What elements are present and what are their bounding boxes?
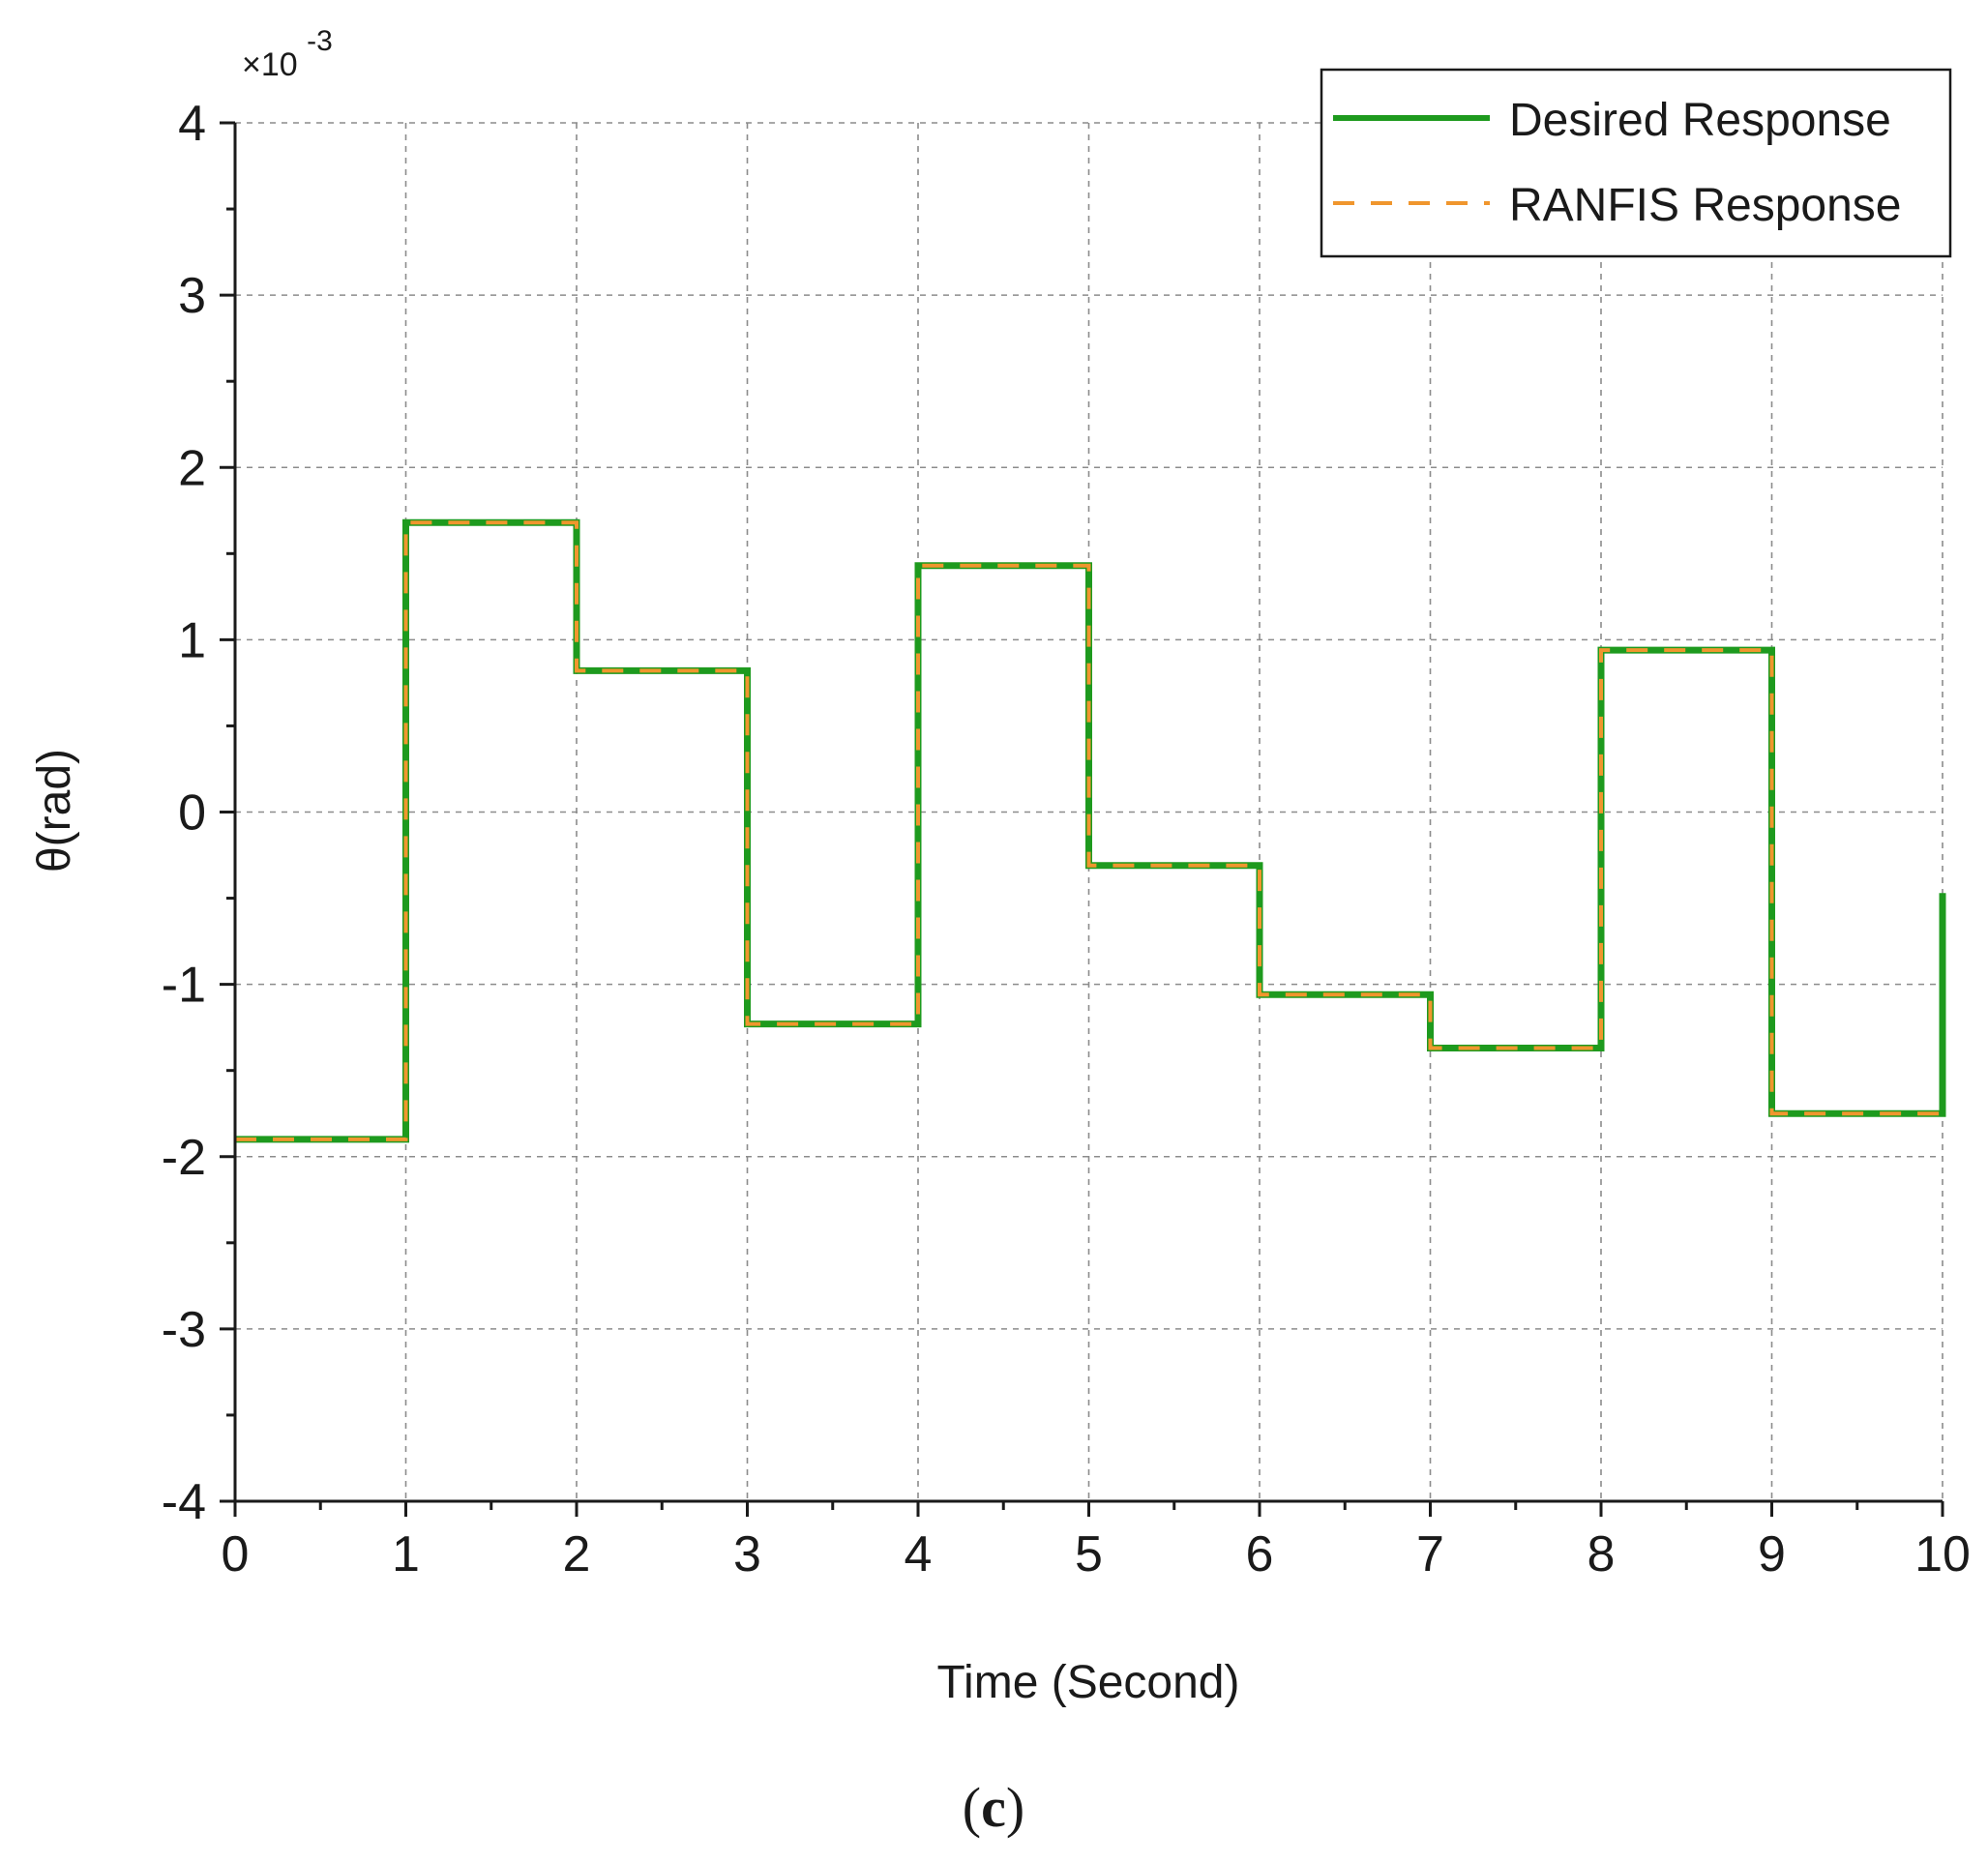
x-tick-label: 10 <box>1914 1526 1971 1582</box>
y-scale-exponent: -3 <box>307 25 333 57</box>
y-tick-label: 4 <box>178 96 206 152</box>
y-tick-label: -4 <box>162 1474 206 1530</box>
y-tick-label: 2 <box>178 440 206 496</box>
tick-marks <box>220 121 1944 1517</box>
y-tick-label: 3 <box>178 268 206 324</box>
series-line-ranfis <box>235 520 1943 1141</box>
x-tick-label: 2 <box>563 1526 591 1582</box>
x-tick-label: 5 <box>1075 1526 1103 1582</box>
x-tick-label: 1 <box>392 1526 420 1582</box>
x-tick-label: 3 <box>733 1526 761 1582</box>
x-tick-label: 7 <box>1416 1526 1444 1582</box>
x-tick-label: 4 <box>905 1526 933 1582</box>
y-axis-title: θ(rad) <box>29 749 80 872</box>
y-tick-label: -2 <box>162 1130 206 1186</box>
x-tick-label: 8 <box>1587 1526 1616 1582</box>
y-scale-factor: ×10 -3 <box>242 25 333 83</box>
legend-label-ranfis: RANFIS Response <box>1509 180 1902 231</box>
panel-label-open: ( <box>963 1776 981 1839</box>
x-tick-label: 6 <box>1246 1526 1274 1582</box>
x-tick-label: 0 <box>222 1526 250 1582</box>
panel-label-letter: c <box>981 1776 1006 1839</box>
y-tick-label: 0 <box>178 785 206 842</box>
y-tick-label: 1 <box>178 612 206 668</box>
x-tick-label: 9 <box>1758 1526 1786 1582</box>
series-lines <box>235 518 1946 1143</box>
x-axis-title: Time (Second) <box>937 1657 1240 1708</box>
legend: Desired Response RANFIS Response <box>1320 68 1952 258</box>
y-scale-multiplier: ×10 <box>242 46 298 83</box>
y-tick-label: -3 <box>162 1302 206 1358</box>
legend-box <box>1320 68 1952 258</box>
y-tick-label: -1 <box>162 958 206 1014</box>
panel-label: (c) <box>963 1776 1024 1839</box>
panel-label-close: ) <box>1006 1776 1024 1839</box>
legend-label-desired: Desired Response <box>1509 95 1891 146</box>
tick-labels: 0 1 2 3 4 5 6 7 8 9 10 -4 -3 -2 -1 0 1 2 3 4 <box>162 96 1971 1582</box>
